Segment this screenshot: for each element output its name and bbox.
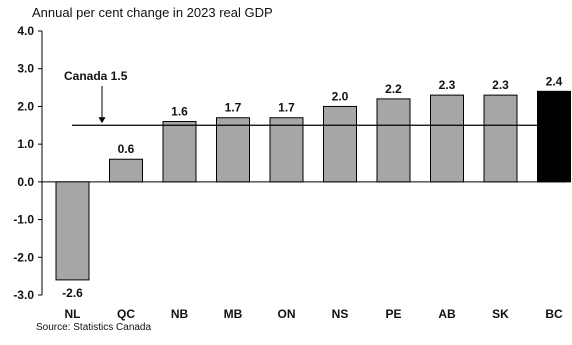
category-label: QC (117, 307, 135, 321)
category-label: SK (492, 307, 509, 321)
category-label: AB (438, 307, 456, 321)
category-label: ON (278, 307, 296, 321)
bar-mb (216, 117, 250, 183)
category-label: BC (545, 307, 563, 321)
y-tick-label: 2.0 (17, 99, 34, 113)
category-label: NB (171, 307, 189, 321)
data-label: 0.6 (118, 142, 135, 156)
data-label: 1.6 (171, 105, 188, 119)
y-tick-label: 1.0 (17, 137, 34, 151)
y-tick-label: 0.0 (17, 175, 34, 189)
data-label: 2.3 (492, 78, 509, 92)
bar-ab (430, 94, 464, 183)
category-label: NL (65, 307, 81, 321)
bar-on (269, 117, 304, 183)
data-label: -2.6 (62, 286, 83, 300)
bar-nb (162, 121, 197, 183)
bar-qc (109, 158, 143, 183)
bar-pe (376, 98, 411, 183)
data-label: 2.2 (385, 82, 402, 96)
y-tick-label: -1.0 (13, 213, 34, 227)
data-label: 1.7 (278, 101, 295, 115)
y-tick-label: -3.0 (13, 288, 34, 302)
data-label: 2.4 (546, 74, 563, 88)
y-tick-label: 4.0 (17, 24, 34, 38)
bar-nl (55, 181, 90, 281)
reference-line-label: Canada 1.5 (64, 69, 128, 83)
y-tick-label: 3.0 (17, 62, 34, 76)
category-label: MB (224, 307, 243, 321)
chart-title: Annual per cent change in 2023 real GDP (32, 5, 273, 20)
category-label: PE (385, 307, 401, 321)
bar-sk (483, 94, 518, 183)
category-label: NS (332, 307, 349, 321)
bar-ns (323, 105, 357, 183)
y-tick-label: -2.0 (13, 250, 34, 264)
source-note: Source: Statistics Canada (36, 322, 152, 333)
data-label: 2.3 (439, 78, 456, 92)
data-label: 1.7 (225, 101, 242, 115)
arrow-head-icon (98, 117, 106, 124)
bar-bc (537, 90, 571, 183)
data-label: 2.0 (332, 89, 349, 103)
